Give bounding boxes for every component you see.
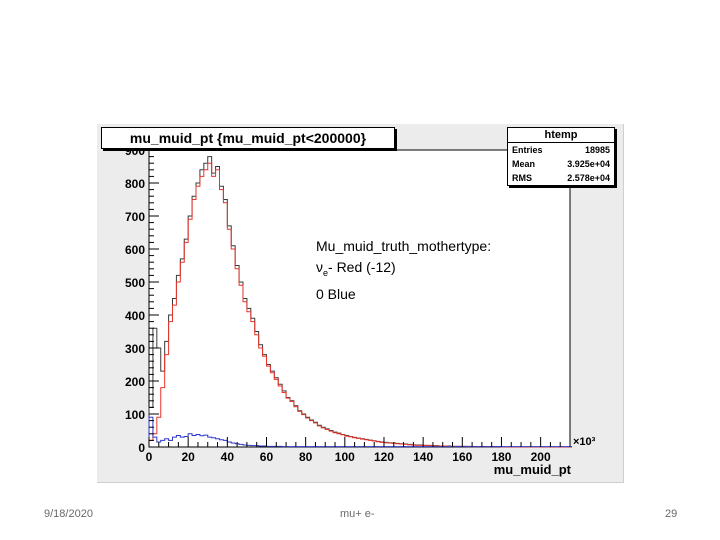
y-tick-label: 700 (125, 210, 145, 224)
x-tick-label: 60 (260, 450, 274, 464)
x-axis-label: mu_muid_pt (494, 462, 572, 477)
stats-title: htemp (508, 128, 614, 143)
x-tick-label: 40 (221, 450, 235, 464)
y-tick-label: 500 (125, 276, 145, 290)
footer-center: mu+ e- (340, 508, 375, 520)
y-tick-label: 800 (125, 177, 145, 191)
x-tick-label: 100 (335, 450, 355, 464)
nu-symbol: ν (316, 259, 323, 275)
x-tick-label: 0 (146, 450, 153, 464)
stats-value: 18985 (584, 145, 610, 155)
nu-subscript: e (323, 267, 329, 278)
stats-label: RMS (512, 173, 532, 183)
legend-annotation: Mu_muid_truth_mothertype: νe- Red (-12) … (316, 236, 491, 305)
footer-page-number: 29 (665, 508, 678, 520)
annotation-line1: Mu_muid_truth_mothertype: (316, 238, 492, 254)
y-tick-label: 100 (125, 408, 145, 422)
y-tick-label: 600 (125, 243, 145, 257)
x-tick-label: 140 (413, 450, 433, 464)
chart-title: mu_muid_pt {mu_muid_pt<200000} (101, 127, 395, 149)
x-tick-label: 180 (491, 450, 511, 464)
stats-value: 2.578e+04 (567, 173, 610, 183)
y-tick-label: 400 (125, 309, 145, 323)
stats-value: 3.925e+04 (567, 159, 610, 169)
stats-box: htemp Entries 18985 Mean 3.925e+04 RMS 2… (507, 127, 615, 186)
x-tick-label: 160 (452, 450, 472, 464)
stats-label: Mean (512, 159, 536, 169)
y-tick-label: 200 (125, 375, 145, 389)
stats-label: Entries (512, 145, 543, 155)
y-tick-label: 0 (138, 441, 145, 455)
stats-row-mean: Mean 3.925e+04 (508, 157, 614, 171)
footer-date: 9/18/2020 (44, 508, 93, 520)
annotation-line3: 0 Blue (316, 285, 356, 302)
x-tick-label: 20 (181, 450, 195, 464)
x-tick-label: 120 (374, 450, 394, 464)
y-tick-label: 300 (125, 342, 145, 356)
x-axis-multiplier: ×10³ (573, 436, 596, 448)
annotation-line2: νe- Red (-12) (316, 257, 491, 284)
stats-row-entries: Entries 18985 (508, 143, 614, 157)
x-tick-label: 80 (299, 450, 313, 464)
stats-row-rms: RMS 2.578e+04 (508, 171, 614, 185)
x-tick-label: 200 (531, 450, 551, 464)
red-legend-text: - Red (-12) (328, 259, 396, 275)
plot-frame (148, 149, 571, 448)
